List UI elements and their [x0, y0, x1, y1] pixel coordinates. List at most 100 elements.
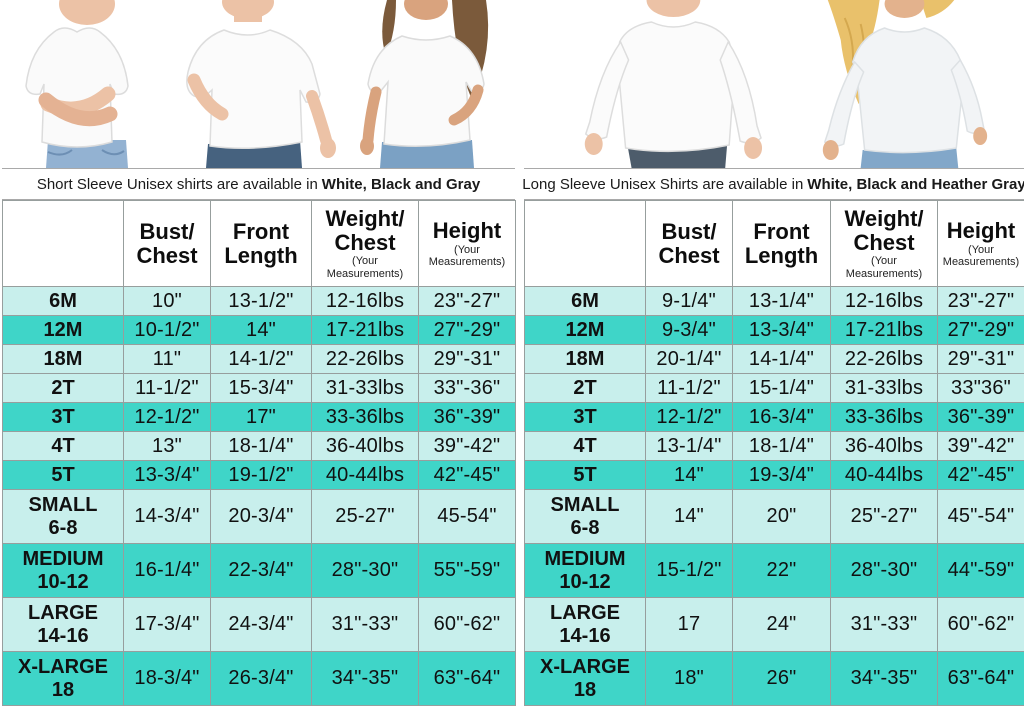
size-label: 3T	[2, 402, 124, 432]
weight-chest-value: 40-44lbs	[830, 460, 938, 490]
caption-text: Short Sleeve Unisex shirts are available…	[36, 175, 318, 193]
col-header-size	[524, 200, 646, 287]
weight-chest-value: 12-16lbs	[830, 286, 938, 316]
bust-chest-value: 16-1/4"	[123, 543, 211, 598]
height-value: 36"-39"	[418, 402, 516, 432]
size-row-6m: 6M 10" 13-1/2" 12-16lbs 23"-27"	[2, 286, 516, 316]
weight-chest-value: 12-16lbs	[311, 286, 419, 316]
size-row-4t: 4T 13" 18-1/4" 36-40lbs 39"-42"	[2, 431, 516, 461]
bust-chest-value: 14"	[645, 489, 733, 544]
front-length-value: 20"	[732, 489, 831, 544]
size-row-6m: 6M 9-1/4" 13-1/4" 12-16lbs 23"-27"	[524, 286, 1024, 316]
bust-chest-value: 13"	[123, 431, 211, 461]
size-label: 2T	[524, 373, 646, 403]
front-length-value: 26"	[732, 651, 831, 706]
size-label: X-LARGE 18	[2, 651, 124, 706]
girl-long-sleeve-figure-2	[822, 0, 988, 168]
bust-chest-value: 18-3/4"	[123, 651, 211, 706]
front-length-value: 19-1/2"	[210, 460, 312, 490]
bust-chest-value: 20-1/4"	[645, 344, 733, 374]
height-value: 39"-42"	[418, 431, 516, 461]
height-value: 44"-59"	[937, 543, 1024, 598]
toddler-long-sleeve-figure-1	[584, 0, 763, 168]
bust-chest-value: 10"	[123, 286, 211, 316]
weight-chest-value: 25-27"	[311, 489, 419, 544]
front-length-value: 13-3/4"	[732, 315, 831, 345]
caption-color-options: White, Black and Gray	[321, 175, 481, 193]
size-row-3t: 3T 12-1/2" 16-3/4" 33-36lbs 36"-39"	[524, 402, 1024, 432]
col-header-height: Height (Your Measurements)	[418, 200, 516, 287]
weight-chest-value: 17-21lbs	[830, 315, 938, 345]
bust-chest-value: 11-1/2"	[645, 373, 733, 403]
front-length-value: 26-3/4"	[210, 651, 312, 706]
col-header-size	[2, 200, 124, 287]
weight-chest-value: 31-33lbs	[830, 373, 938, 403]
size-row-12m: 12M 10-1/2" 14" 17-21lbs 27"-29"	[2, 315, 516, 345]
front-length-value: 19-3/4"	[732, 460, 831, 490]
short-sleeve-size-table: Bust/ Chest Front Length Weight/ Chest (You…	[2, 200, 516, 706]
height-value: 55"-59"	[418, 543, 516, 598]
weight-chest-value: 17-21lbs	[311, 315, 419, 345]
size-row-2t: 2T 11-1/2" 15-3/4" 31-33lbs 33"-36"	[2, 373, 516, 403]
short-sleeve-photos	[2, 0, 515, 168]
front-length-value: 14"	[210, 315, 312, 345]
height-value: 23"-27"	[418, 286, 516, 316]
size-label: MEDIUM 10-12	[2, 543, 124, 598]
height-value: 42"-45"	[418, 460, 516, 490]
bust-chest-value: 13-3/4"	[123, 460, 211, 490]
size-row-medium: MEDIUM 10-12 16-1/4" 22-3/4" 28"-30" 55"-59"	[2, 543, 516, 598]
weight-chest-value: 36-40lbs	[311, 431, 419, 461]
col-header-front-length: Front Length	[732, 200, 831, 287]
bust-chest-value: 11"	[123, 344, 211, 374]
size-row-18m: 18M 20-1/4" 14-1/4" 22-26lbs 29"-31"	[524, 344, 1024, 374]
height-value: 36"-39"	[937, 402, 1024, 432]
short-sleeve-kids-image	[25, 0, 489, 168]
col-header-height: Height (Your Measurements)	[937, 200, 1024, 287]
height-value: 29"-31"	[937, 344, 1024, 374]
front-length-value: 16-3/4"	[732, 402, 831, 432]
height-value: 42"-45"	[937, 460, 1024, 490]
front-length-value: 22"	[732, 543, 831, 598]
weight-chest-value: 28"-30"	[830, 543, 938, 598]
bust-chest-value: 15-1/2"	[645, 543, 733, 598]
height-value: 60"-62"	[418, 597, 516, 652]
size-label: LARGE 14-16	[2, 597, 124, 652]
bust-chest-value: 17	[645, 597, 733, 652]
weight-chest-value: 40-44lbs	[311, 460, 419, 490]
bust-chest-value: 9-3/4"	[645, 315, 733, 345]
long-sleeve-caption: Long Sleeve Unisex Shirts are available …	[522, 168, 1024, 200]
weight-chest-value: 36-40lbs	[830, 431, 938, 461]
size-label: 12M	[2, 315, 124, 345]
size-row-5t: 5T 14" 19-3/4" 40-44lbs 42"-45"	[524, 460, 1024, 490]
front-length-value: 18-1/4"	[210, 431, 312, 461]
height-value: 33"-36"	[418, 373, 516, 403]
toddler-short-sleeve-figure-2	[186, 0, 336, 168]
height-value: 33"36"	[937, 373, 1024, 403]
size-row-small: SMALL 6-8 14" 20" 25"-27" 45"-54"	[524, 489, 1024, 544]
bust-chest-value: 13-1/4"	[645, 431, 733, 461]
size-label: 4T	[2, 431, 124, 461]
front-length-value: 13-1/2"	[210, 286, 312, 316]
size-label: 4T	[524, 431, 646, 461]
col-header-front-length: Front Length	[210, 200, 312, 287]
height-value: 29"-31"	[418, 344, 516, 374]
size-row-18m: 18M 11" 14-1/2" 22-26lbs 29"-31"	[2, 344, 516, 374]
front-length-value: 18-1/4"	[732, 431, 831, 461]
front-length-value: 15-3/4"	[210, 373, 312, 403]
front-length-value: 22-3/4"	[210, 543, 312, 598]
col-header-weight-chest: Weight/ Chest (Your Measurements)	[311, 200, 419, 287]
front-length-value: 14-1/2"	[210, 344, 312, 374]
height-value: 45"-54"	[937, 489, 1024, 544]
weight-chest-value: 34"-35"	[830, 651, 938, 706]
bust-chest-value: 14"	[645, 460, 733, 490]
size-label: SMALL 6-8	[524, 489, 646, 544]
height-value: 45-54"	[418, 489, 516, 544]
height-value: 63"-64"	[937, 651, 1024, 706]
caption-text: Long Sleeve Unisex Shirts are available …	[522, 175, 804, 193]
front-length-value: 17"	[210, 402, 312, 432]
long-sleeve-size-table: Bust/ Chest Front Length Weight/ Chest (You…	[524, 200, 1024, 706]
size-row-x-large: X-LARGE 18 18-3/4" 26-3/4" 34"-35" 63"-64"	[2, 651, 516, 706]
size-label: 6M	[2, 286, 124, 316]
bust-chest-value: 18"	[645, 651, 733, 706]
